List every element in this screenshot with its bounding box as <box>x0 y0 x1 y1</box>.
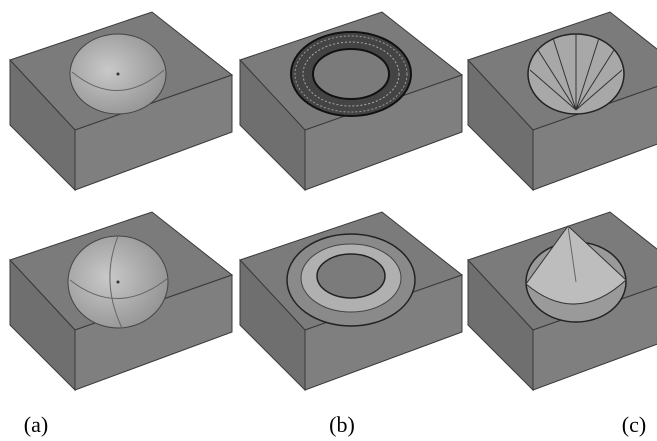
box-torus <box>240 212 462 390</box>
label-b: (b) <box>329 412 355 437</box>
box-sphere <box>10 212 232 390</box>
box-sphere-hole <box>10 12 232 190</box>
figure: (a) (b) (c) <box>0 0 657 441</box>
box-cone-hole <box>468 12 657 190</box>
label-a: (a) <box>24 412 48 437</box>
label-c: (c) <box>622 412 646 437</box>
box-cone <box>468 212 657 390</box>
box-torus-mesh <box>240 12 462 190</box>
